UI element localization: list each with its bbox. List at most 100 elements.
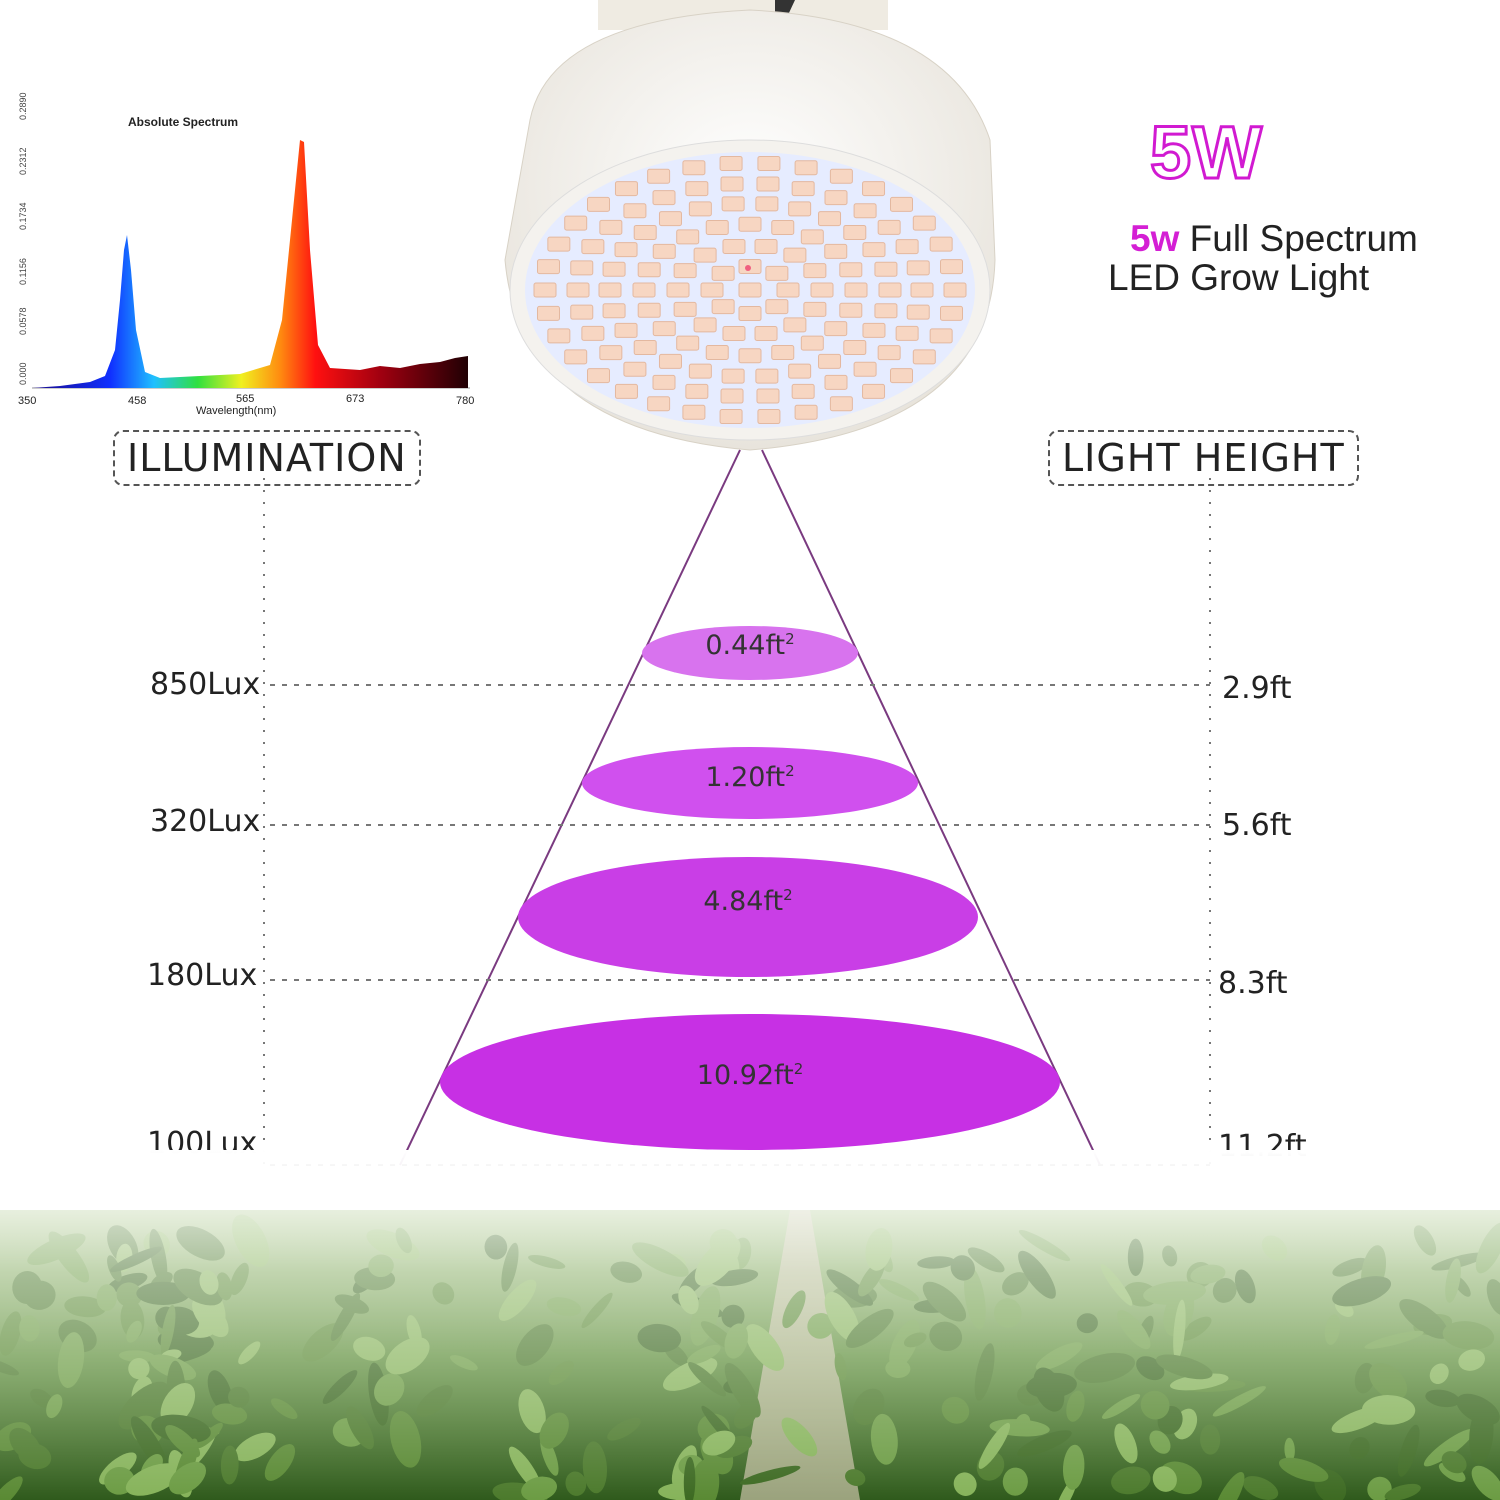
led-chip (566, 282, 590, 298)
led-chip (647, 396, 671, 412)
led-chip (688, 201, 712, 217)
area-value: 10.92ft (696, 1060, 794, 1091)
led-chip (878, 282, 902, 298)
led-chip (564, 349, 588, 365)
y-tick-label: 0.1156 (18, 258, 28, 285)
led-chip (818, 353, 842, 369)
area-label: 4.84ft2 (648, 886, 848, 917)
led-chip (756, 176, 780, 192)
spectrum-chart: 0.000 0.0578 0.1156 0.1734 0.2312 0.2890… (18, 92, 474, 417)
led-chip (652, 190, 676, 206)
plants-field-image (0, 1150, 1500, 1500)
led-chip (765, 299, 789, 315)
height-label: 5.6ft (1222, 808, 1292, 843)
led-chip (940, 305, 964, 321)
led-chip (711, 265, 735, 281)
led-chip (839, 302, 863, 318)
led-chip (853, 203, 877, 219)
led-chip (889, 196, 913, 212)
headline-line2: LED Grow Light (1108, 257, 1370, 298)
led-chip (536, 259, 560, 275)
led-chip (906, 260, 930, 276)
led-chip (599, 345, 623, 361)
x-tick-label: 780 (456, 395, 474, 407)
bulb-image (504, 0, 996, 451)
led-chip (765, 265, 789, 281)
y-tick-label: 0.1734 (18, 202, 28, 230)
led-chip (673, 301, 697, 317)
led-chip (877, 219, 901, 235)
led-chip (843, 340, 867, 356)
led-chip (794, 160, 818, 176)
led-chip (824, 190, 848, 206)
y-tick-label: 0.2890 (18, 92, 28, 120)
led-chip (700, 282, 724, 298)
led-chip (685, 181, 709, 197)
led-chip (599, 219, 623, 235)
led-chip (895, 239, 919, 255)
light-height-box: LIGHT HEIGHT (1048, 430, 1359, 486)
led-chip (783, 317, 807, 333)
led-chip (598, 282, 622, 298)
led-chip (771, 219, 795, 235)
beam-ellipse-2 (582, 747, 918, 819)
led-chip (564, 215, 588, 231)
led-chip (738, 348, 762, 364)
area-value: 1.20ft (705, 762, 786, 793)
beam-edge-right (761, 449, 1101, 1166)
beam-ellipse-4 (440, 1014, 1060, 1150)
led-chip (776, 282, 800, 298)
spectrum-title: Absolute Spectrum (128, 115, 238, 129)
area-exponent: 2 (783, 886, 793, 904)
led-chip (693, 317, 717, 333)
x-tick-label: 458 (128, 395, 146, 407)
area-value: 4.84ft (703, 886, 784, 917)
led-chip (693, 247, 717, 263)
led-chip (839, 262, 863, 278)
beam-edge-left (399, 449, 741, 1166)
headline-line1: 5w Full Spectrum (1130, 218, 1418, 260)
led-chip (658, 353, 682, 369)
led-chip (623, 203, 647, 219)
led-chip (688, 363, 712, 379)
led-chip (803, 263, 827, 279)
led-chip (874, 261, 898, 277)
led-chip (685, 383, 709, 399)
led-chip (910, 282, 934, 298)
beam-ellipse-3 (518, 857, 978, 977)
led-chip (912, 349, 936, 365)
led-chip (705, 345, 729, 361)
area-label: 10.92ft2 (650, 1060, 850, 1091)
led-chip (676, 229, 700, 245)
led-chip (788, 201, 812, 217)
led-chip (570, 260, 594, 276)
led-chip (874, 303, 898, 319)
led-chip (719, 155, 743, 171)
illumination-box: ILLUMINATION (113, 430, 421, 486)
area-exponent: 2 (785, 762, 795, 780)
led-chip (800, 335, 824, 351)
led-chip (940, 259, 964, 275)
led-chip (658, 211, 682, 227)
led-chip (895, 325, 919, 341)
led-chip (771, 345, 795, 361)
headline-accent: 5w (1130, 218, 1180, 259)
led-chip (824, 321, 848, 337)
led-chip (755, 196, 779, 212)
led-chip (738, 216, 762, 232)
led-chip (602, 261, 626, 277)
led-chip (705, 219, 729, 235)
led-chip (666, 282, 690, 298)
led-chip (632, 282, 656, 298)
led-chip (647, 168, 671, 184)
led-chip (614, 242, 638, 258)
led-chip (719, 409, 743, 425)
y-tick-label: 0.2312 (18, 147, 28, 175)
led-chip (711, 299, 735, 315)
height-label: 8.3ft (1218, 966, 1288, 1001)
lux-label: 180Lux (147, 958, 258, 993)
led-chip (829, 396, 853, 412)
led-chip (581, 239, 605, 255)
led-chip (623, 361, 647, 377)
